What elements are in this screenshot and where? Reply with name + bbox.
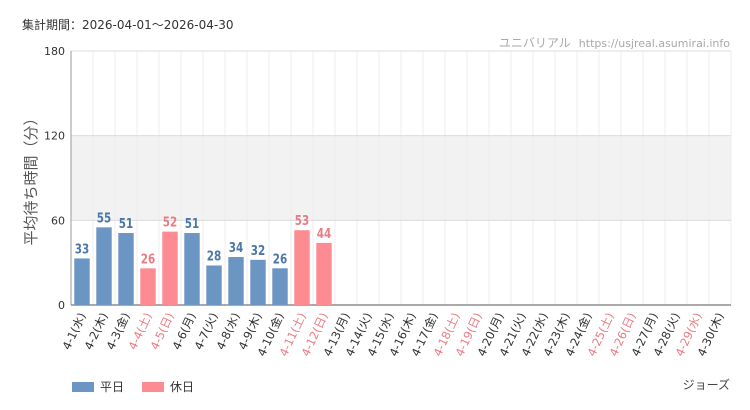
- data-label: 28: [207, 248, 221, 263]
- legend-swatch-holiday: [142, 381, 165, 392]
- source-name: ユニバリアル: [498, 36, 571, 50]
- bar: [140, 268, 156, 305]
- y-tick-label: 120: [44, 130, 65, 143]
- period-label: 集計期間：2026-04-01～2026-04-30: [22, 18, 234, 32]
- legend-label-weekday: 平日: [100, 380, 125, 394]
- data-label: 51: [119, 216, 133, 231]
- bar: [272, 268, 288, 305]
- bar: [228, 257, 244, 305]
- data-label: 32: [251, 243, 265, 258]
- bar: [162, 231, 178, 305]
- bar: [206, 265, 222, 305]
- legend-label-holiday: 休日: [170, 380, 195, 394]
- source-url[interactable]: https://usjreal.asumirai.info: [578, 37, 730, 50]
- bar: [74, 258, 90, 305]
- data-label: 55: [97, 210, 111, 225]
- legend-item-holiday[interactable]: 休日: [142, 378, 194, 395]
- legend-item-weekday[interactable]: 平日: [72, 378, 124, 395]
- y-tick-label: 60: [51, 214, 65, 227]
- y-tick-label: 180: [44, 45, 65, 58]
- legend: 平日 休日: [72, 378, 212, 395]
- bar: [96, 227, 112, 305]
- data-label: 53: [295, 213, 309, 228]
- data-label: 34: [229, 240, 243, 255]
- y-tick-label: 0: [58, 299, 65, 312]
- bar: [294, 230, 310, 305]
- legend-swatch-weekday: [72, 381, 94, 392]
- data-label: 33: [75, 241, 89, 256]
- y-axis-title: 平均待ち時間（分）: [22, 110, 40, 245]
- bar: [118, 233, 134, 305]
- bar: [316, 242, 332, 305]
- attraction-name: ジョーズ: [682, 378, 730, 392]
- data-label: 51: [185, 216, 199, 231]
- source-credit[interactable]: ユニバリアル https://usjreal.asumirai.info: [499, 34, 730, 51]
- data-label: 44: [317, 226, 331, 241]
- data-label: 26: [141, 251, 155, 266]
- bar: [184, 233, 200, 305]
- data-label: 26: [273, 251, 287, 266]
- data-label: 52: [163, 214, 177, 229]
- bar: [250, 259, 266, 305]
